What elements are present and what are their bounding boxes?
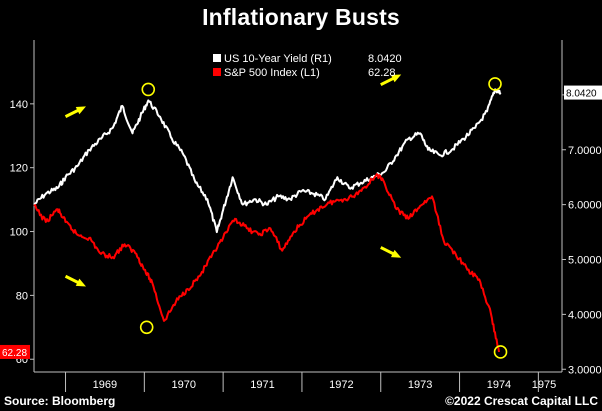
series-layer	[33, 88, 502, 353]
left-tick-label: 120	[10, 163, 28, 175]
x-tick-label: 1975	[532, 379, 556, 391]
down-trend-arrow	[64, 274, 86, 287]
highlight-circle	[141, 82, 156, 97]
yield-end-tag	[564, 85, 602, 100]
x-tick-label: 1971	[250, 379, 274, 391]
legend-label-yield: US 10-Year Yield (R1)	[224, 53, 332, 65]
copyright-note: ©2022 Crescat Capital LLC	[445, 394, 598, 408]
x-tick-label: 1972	[329, 379, 353, 391]
arrow-head	[390, 249, 402, 258]
down-trend-arrow	[380, 246, 402, 258]
yield-series-line	[33, 88, 502, 234]
right-tick-label: 4.0000	[568, 309, 602, 321]
arrow-head	[75, 278, 86, 287]
x-tick-label: 1974	[487, 379, 511, 391]
chart-title: Inflationary Busts	[202, 4, 400, 30]
arrow-head	[390, 74, 402, 83]
sp500-end-tag	[0, 344, 30, 359]
legend-label-sp500: S&P 500 Index (L1)	[224, 67, 320, 79]
sp500-series-line	[33, 173, 500, 353]
right-tick-label: 5.0000	[568, 255, 602, 267]
x-tick-label: 1973	[408, 379, 432, 391]
legend-swatch-yield	[213, 54, 221, 62]
axes-layer: 14012010080608.00007.00006.00005.00004.0…	[0, 40, 602, 392]
left-tick-label: 140	[10, 99, 28, 111]
arrow-head	[75, 106, 86, 115]
legend: US 10-Year Yield (R1) 8.0420 S&P 500 Ind…	[213, 53, 402, 79]
x-tick-label: 1970	[171, 379, 195, 391]
legend-swatch-sp500	[213, 68, 221, 76]
up-trend-arrow	[64, 106, 86, 118]
source-note: Source: Bloomberg	[4, 394, 116, 408]
left-tick-label: 80	[16, 290, 28, 302]
up-trend-arrow	[380, 74, 402, 87]
right-tick-label: 6.0000	[568, 200, 602, 212]
x-tick-label: 1969	[93, 379, 117, 391]
right-tick-label: 7.0000	[568, 145, 602, 157]
highlight-circle	[488, 77, 502, 91]
left-tick-label: 100	[10, 227, 28, 239]
right-tick-label: 3.0000	[568, 364, 602, 376]
highlight-circle	[493, 345, 508, 359]
yield-end-tag-label: 8.0420	[566, 89, 597, 100]
sp500-end-tag-label: 62.28	[2, 348, 27, 359]
legend-value-sp500: 62.28	[368, 67, 396, 79]
annotation-layer	[64, 74, 508, 359]
highlight-circle	[139, 320, 154, 335]
legend-value-yield: 8.0420	[368, 53, 402, 65]
